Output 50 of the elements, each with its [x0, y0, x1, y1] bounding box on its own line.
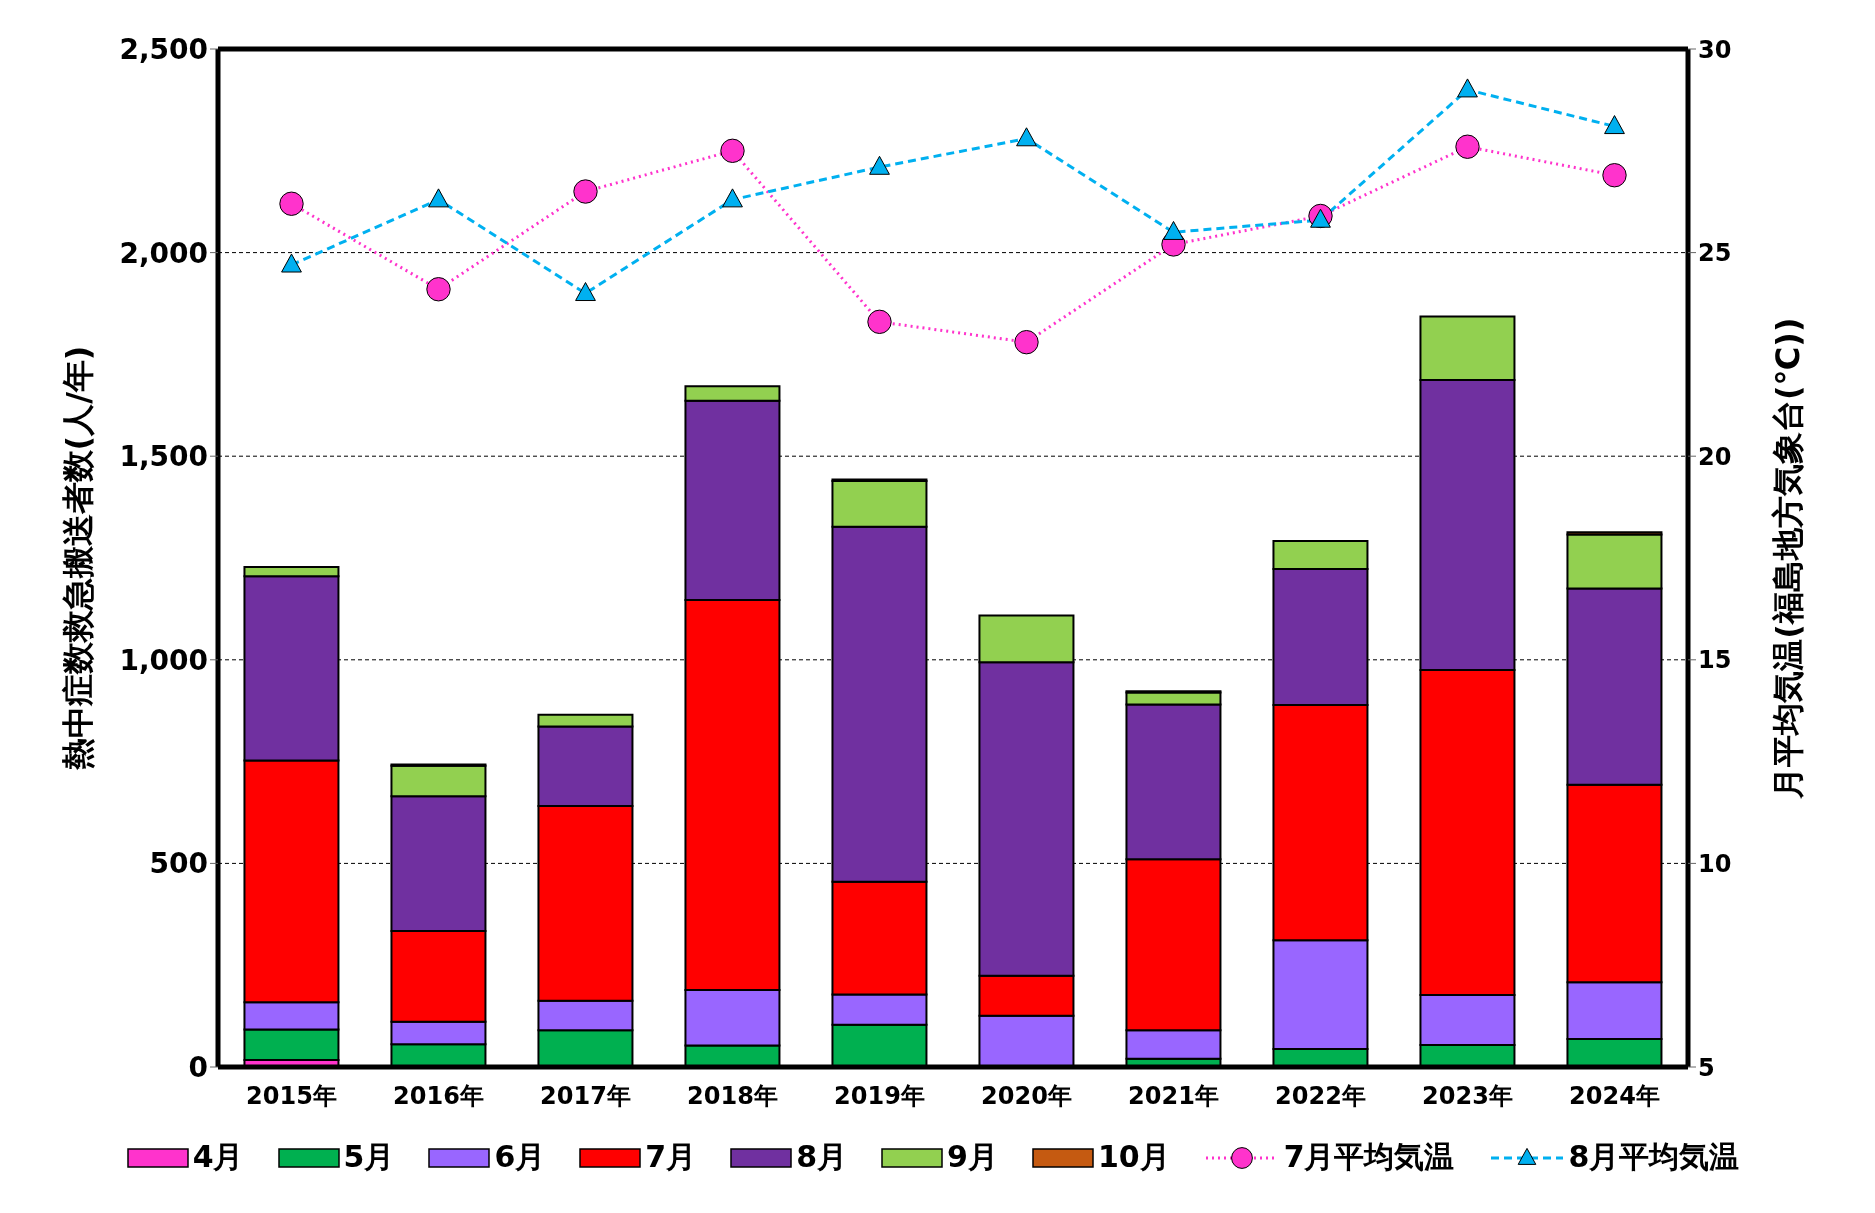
x-tick-label: 2021年: [1128, 1082, 1219, 1111]
point: [867, 309, 892, 335]
point: [575, 282, 596, 302]
legend-label: 4月: [192, 1138, 244, 1176]
x-tick-label: 2016年: [393, 1082, 484, 1111]
y2-tick-label: 15: [1698, 646, 1732, 675]
y-tick-label: 1,000: [119, 643, 208, 677]
y-tick-label: 500: [149, 847, 208, 881]
point: [1457, 78, 1478, 98]
legend-label: 8月平均気温: [1568, 1138, 1740, 1176]
x-tick-label: 2024年: [1569, 1082, 1660, 1111]
y-tick-label: 0: [188, 1050, 208, 1084]
y2-tick-label: 25: [1698, 239, 1732, 268]
y-tick-label: 2,500: [119, 32, 208, 66]
point: [1602, 163, 1627, 188]
y-tick-label: 2,000: [119, 236, 208, 270]
y2-tick-label: 5: [1698, 1053, 1715, 1082]
y2-tick-label: 20: [1698, 442, 1732, 471]
y2-tick-label: 30: [1698, 35, 1732, 64]
point: [281, 253, 302, 273]
point: [1016, 127, 1037, 147]
point: [1014, 329, 1039, 355]
x-tick-label: 2019年: [834, 1082, 925, 1111]
point: [426, 277, 451, 302]
point: [573, 179, 598, 204]
legend-label: 8月: [796, 1138, 847, 1176]
x-tick-label: 2022年: [1275, 1082, 1366, 1111]
legend-label: 6月: [494, 1138, 546, 1176]
y2-tick-label: 10: [1698, 849, 1732, 878]
point: [722, 188, 743, 208]
y-tick-label: 1,500: [119, 440, 208, 474]
y-axis-title: 熱中症数救急搬送者数(人/年): [59, 345, 98, 772]
point: [869, 155, 890, 175]
x-tick-label: 2023年: [1422, 1082, 1513, 1111]
y2-axis-title: 月平均気温(福島地方気象台(℃)): [1769, 317, 1808, 800]
point: [279, 191, 304, 216]
x-tick-label: 2017年: [540, 1082, 631, 1111]
legend-label: 9月: [947, 1138, 998, 1176]
x-tick-label: 2015年: [246, 1082, 337, 1111]
point: [1163, 220, 1184, 240]
legend-label: 10月: [1097, 1138, 1170, 1176]
point: [1455, 134, 1480, 159]
x-tick-label: 2020年: [981, 1082, 1072, 1111]
x-tick-label: 2018年: [687, 1082, 778, 1111]
point: [720, 138, 745, 163]
point: [1604, 115, 1625, 135]
legend-label: 7月平均気温: [1283, 1138, 1455, 1176]
legend-label: 7月: [645, 1138, 697, 1176]
legend-label: 5月: [343, 1138, 395, 1176]
point: [428, 188, 449, 208]
